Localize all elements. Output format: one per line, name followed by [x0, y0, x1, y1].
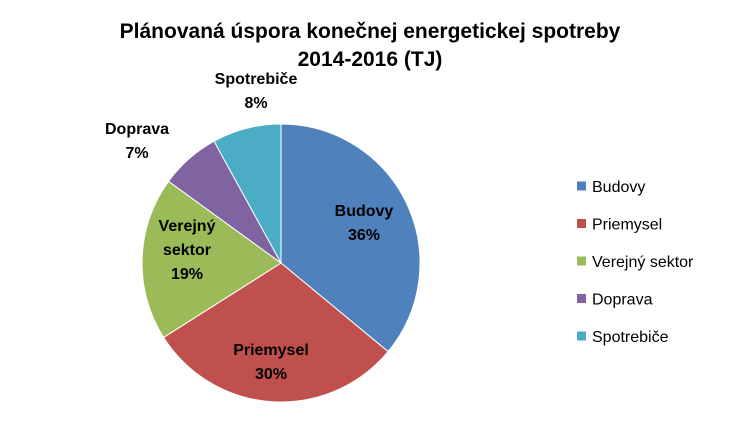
data-label-percent: 8%: [244, 95, 267, 112]
chart-title-line-1: Plánovaná úspora konečnej energetickej s…: [120, 20, 621, 43]
data-label-category: Budovy: [335, 203, 394, 220]
pie-slices: [141, 123, 421, 403]
data-label-percent: 7%: [125, 145, 148, 162]
pie-slice-spotrebice: [213, 123, 282, 264]
data-label-category: Priemysel: [233, 342, 309, 359]
legend-label: Doprava: [592, 292, 653, 309]
legend-item-budovy: Budovy: [577, 179, 645, 196]
legend-item-spotrebice: Spotrebiče: [577, 329, 669, 346]
legend-label: Budovy: [592, 179, 645, 196]
pie-slice-budovy: [280, 123, 421, 353]
legend-item-priemysel: Priemysel: [577, 217, 662, 234]
data-label-category: sektor: [163, 242, 211, 259]
data-label-category: Spotrebiče: [215, 71, 298, 88]
legend: Budovy Priemysel Verejný sektor Doprava Spot…: [577, 179, 694, 346]
data-label-priemysel: Priemysel 30%: [233, 342, 309, 383]
pie-slice-verejny-sektor: [141, 180, 282, 339]
legend-item-verejny-sektor: Verejný sektor: [577, 254, 694, 271]
legend-item-doprava: Doprava: [577, 292, 653, 309]
data-label-percent: 36%: [348, 227, 380, 244]
legend-label: Priemysel: [592, 217, 662, 234]
data-label-doprava: Doprava 7%: [105, 121, 169, 162]
legend-label: Spotrebiče: [592, 329, 669, 346]
data-label-percent: 19%: [171, 266, 203, 283]
chart-title-line-2: 2014-2016 (TJ): [298, 48, 443, 71]
legend-label: Verejný sektor: [592, 254, 694, 271]
legend-swatch: [577, 331, 586, 341]
legend-swatch: [577, 181, 586, 191]
pie-slice-priemysel: [162, 262, 389, 403]
data-labels: Budovy 36% Priemysel 30% Verejný sektor 19% Dop…: [105, 71, 393, 383]
data-label-category: Doprava: [105, 121, 169, 138]
legend-swatch: [577, 219, 586, 228]
chart-title: Plánovaná úspora konečnej energetickej s…: [120, 20, 621, 71]
data-label-spotrebice: Spotrebiče 8%: [215, 71, 298, 112]
data-label-verejny-sektor: Verejný sektor 19%: [159, 218, 216, 283]
data-label-budovy: Budovy 36%: [335, 203, 394, 244]
data-label-category: Verejný: [159, 218, 216, 235]
data-label-percent: 30%: [255, 366, 287, 383]
legend-swatch: [577, 256, 586, 266]
legend-swatch: [577, 294, 586, 303]
